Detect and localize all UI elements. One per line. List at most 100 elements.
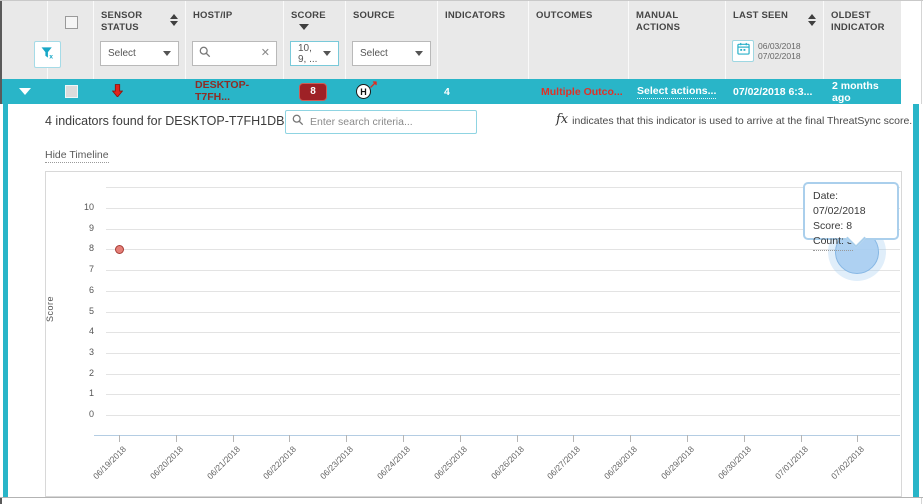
row-checkbox[interactable] — [64, 85, 78, 98]
column-label: SCORE — [284, 1, 345, 34]
x-tick-label: 07/02/2018 — [829, 444, 867, 482]
column-header-outcomes[interactable]: OUTCOMES — [529, 1, 629, 79]
indicators-count: 4 — [444, 85, 450, 98]
collapse-row-icon[interactable] — [19, 88, 31, 95]
panel-left-accent-bar — [3, 104, 8, 497]
sensor-status-down-icon — [111, 83, 124, 100]
hide-timeline-link[interactable]: Hide Timeline — [45, 149, 109, 163]
table-row-selected[interactable]: DESKTOP-T7FH... 8 H ↗ 4 Multiple Outco..… — [2, 79, 901, 105]
x-axis-tick — [289, 435, 291, 442]
y-gridline — [106, 208, 900, 209]
indicator-search-box[interactable] — [285, 110, 477, 134]
caret-down-icon — [323, 51, 331, 56]
x-tick-label: 06/19/2018 — [90, 444, 129, 482]
tooltip-date: Date: 07/02/2018 — [813, 190, 866, 217]
date-range-picker-button[interactable] — [732, 40, 754, 62]
select-all-checkbox[interactable] — [65, 16, 78, 29]
column-label: MANUAL ACTIONS — [636, 10, 681, 33]
data-point-red-dot[interactable] — [114, 244, 124, 254]
column-header-oldest-indicator[interactable]: OLDEST INDICATOR — [824, 1, 900, 79]
x-tick-label: 06/28/2018 — [602, 444, 640, 482]
tooltip-score: Score: 8 — [813, 220, 853, 232]
column-header-sensor-status[interactable]: SENSOR STATUS Select — [94, 1, 186, 79]
x-axis-tick — [573, 435, 575, 442]
y-tick-label: 6 — [88, 284, 94, 295]
date-from: 06/03/2018 — [758, 40, 801, 51]
y-gridline — [106, 415, 900, 416]
sort-desc-icon — [299, 24, 309, 31]
timeline-chart-panel: Score 0 1 2 3 4 5 6 7 8 9 10 06/19/2018 06/20/2018 06… — [45, 171, 902, 497]
x-axis-tick — [346, 435, 348, 442]
x-tick-label: 06/25/2018 — [431, 444, 469, 482]
clear-search-icon[interactable]: ✕ — [260, 47, 270, 59]
column-label: SOURCE — [353, 10, 395, 21]
x-tick-label: 06/24/2018 — [374, 444, 413, 482]
y-tick-label: 9 — [88, 222, 94, 233]
column-header-score[interactable]: SCORE 10, 9, ... — [284, 1, 346, 79]
indicators-found-heading: 4 indicators found for DESKTOP-T7FH1DB — [45, 114, 285, 128]
search-icon — [292, 113, 304, 131]
column-header-host-ip[interactable]: HOST/IP ✕ — [186, 1, 284, 79]
column-header-last-seen[interactable]: LAST SEEN 06/03/2018 07/02/2018 — [726, 1, 824, 79]
indicator-search-input[interactable] — [308, 115, 470, 129]
host-ip-filter-search[interactable]: ✕ — [192, 41, 277, 66]
x-tick-label: 06/23/2018 — [318, 444, 356, 482]
clear-filters-button[interactable]: x — [34, 41, 61, 68]
date-range-values: 06/03/2018 07/02/2018 — [758, 41, 801, 62]
filter-value: Select — [360, 48, 388, 59]
y-tick-label: 3 — [88, 346, 94, 357]
y-gridline — [106, 290, 900, 292]
x-axis-tick — [743, 435, 745, 442]
x-axis-tick — [800, 435, 802, 442]
timeline-plot-area: Score 0 1 2 3 4 5 6 7 8 9 10 06/19/2018 06/20/2018 06… — [45, 172, 901, 496]
clear-filter-icon: x — [39, 44, 56, 66]
x-axis-tick — [403, 435, 404, 442]
caret-down-icon — [415, 51, 423, 56]
y-gridline — [106, 228, 900, 230]
y-axis-title: Score — [45, 295, 56, 323]
column-label: INDICATORS — [445, 10, 506, 21]
column-label: SENSOR STATUS — [101, 10, 143, 33]
fx-note: fx indicates that this indicator is used… — [556, 113, 912, 129]
y-gridline — [106, 249, 900, 251]
score-filter-select[interactable]: 10, 9, ... — [290, 41, 339, 66]
host-link[interactable]: DESKTOP-T7FH... — [195, 79, 284, 105]
column-header-indicators[interactable]: INDICATORS — [438, 1, 529, 79]
table-header: x SENSOR STATUS Select HOST/IP ✕ — [2, 1, 901, 79]
datapoint-tooltip: Date: 07/02/2018 Score: 8 Count: 3 — [803, 182, 899, 251]
sort-icon[interactable] — [170, 14, 178, 26]
source-filter-select[interactable]: Select — [352, 41, 431, 66]
x-tick-label: 06/27/2018 — [545, 444, 583, 482]
x-tick-label: 06/30/2018 — [715, 444, 753, 482]
column-label: OLDEST INDICATOR — [831, 10, 885, 33]
y-tick-label: 8 — [88, 243, 94, 254]
x-axis-tick — [232, 435, 234, 442]
y-tick-label: 5 — [88, 305, 94, 316]
last-seen-value: 07/02/2018 6:3... — [733, 85, 813, 98]
x-tick-label: 07/01/2018 — [772, 444, 810, 482]
x-tick-label: 06/20/2018 — [147, 444, 185, 482]
x-tick-label: 06/26/2018 — [488, 444, 526, 482]
sensor-status-filter-select[interactable]: Select — [100, 41, 179, 66]
column-label: LAST SEEN — [733, 10, 789, 21]
x-axis-tick — [630, 435, 632, 442]
panel-bottom-divider — [0, 497, 923, 498]
x-tick-label: 06/22/2018 — [261, 444, 299, 482]
column-header-manual-actions[interactable]: MANUAL ACTIONS — [629, 1, 726, 79]
x-axis-tick — [687, 435, 688, 442]
panel-right-accent-bar — [913, 104, 919, 497]
search-icon — [199, 45, 211, 63]
y-tick-label: 1 — [88, 388, 94, 399]
sort-icon[interactable] — [808, 14, 816, 26]
x-tick-label: 06/29/2018 — [658, 444, 697, 482]
y-gridline — [106, 270, 900, 272]
column-label: HOST/IP — [193, 10, 233, 21]
y-tick-label: 10 — [83, 202, 94, 212]
fx-note-text: indicates that this indicator is used to… — [572, 115, 913, 127]
select-actions-dropdown[interactable]: Select actions... — [637, 84, 717, 99]
tooltip-count: Count: 3 — [813, 234, 853, 251]
column-header-source[interactable]: SOURCE Select — [346, 1, 438, 79]
y-gridline — [106, 352, 900, 354]
y-gridline — [106, 394, 900, 396]
